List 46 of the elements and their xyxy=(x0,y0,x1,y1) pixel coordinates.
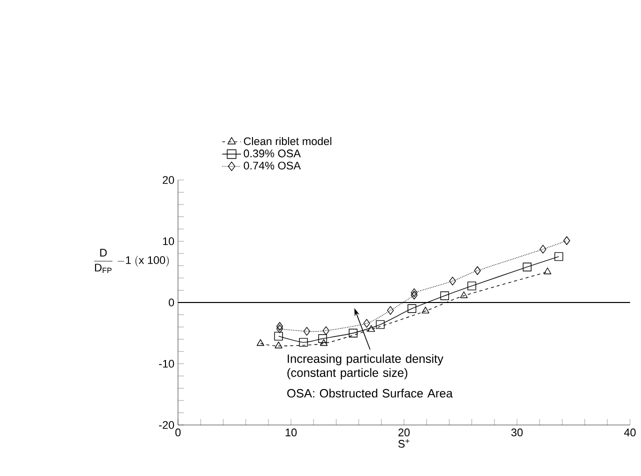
annotation: OSA: Obstructed Surface Area xyxy=(287,388,453,398)
point xyxy=(467,282,476,290)
point xyxy=(274,332,283,341)
point xyxy=(387,306,394,315)
x-tick-label: 20 xyxy=(398,428,410,436)
point xyxy=(449,276,456,286)
point xyxy=(322,326,330,336)
x-tick-label: 0 xyxy=(175,428,181,436)
point xyxy=(408,304,416,313)
point xyxy=(540,244,546,254)
y-tick-label: 20 xyxy=(162,176,174,184)
point xyxy=(474,266,481,275)
y-tick-label: 0 xyxy=(168,298,174,306)
point xyxy=(376,320,385,329)
point xyxy=(522,262,532,272)
point xyxy=(299,338,308,347)
x-tick-label: 40 xyxy=(624,428,636,436)
y-tick-label: -10 xyxy=(159,360,174,368)
x-tick-label: 30 xyxy=(511,428,523,436)
point xyxy=(320,339,328,346)
legend-label: 0.74% OSA xyxy=(244,162,301,170)
point xyxy=(460,291,468,298)
x-axis-title: S$^{+}$ xyxy=(398,439,410,448)
y-axis-title: $\frac{\mathrm{D}}{\mathrm{D}_{\mathrm{FP}}}\ \mathrm{-1\ (x\ 100)}$ xyxy=(94,248,169,274)
point xyxy=(367,325,376,332)
point xyxy=(563,236,570,245)
x-tick-label: 10 xyxy=(286,428,297,436)
y-tick-label: 10 xyxy=(163,237,174,246)
legend-label: 0.39% OSA xyxy=(244,150,301,158)
point xyxy=(276,324,284,334)
point xyxy=(554,252,564,261)
point xyxy=(440,291,450,300)
point xyxy=(256,339,264,346)
y-tick-label: -20 xyxy=(159,421,174,429)
point xyxy=(303,326,310,336)
point xyxy=(422,306,430,314)
legend-label: Clean riblet model xyxy=(244,137,332,146)
point xyxy=(276,322,284,331)
point xyxy=(363,318,370,328)
point xyxy=(544,268,552,274)
point xyxy=(410,288,418,298)
point xyxy=(274,342,282,348)
annotation: Increasing particulate density (constant particle size) xyxy=(287,354,444,380)
point xyxy=(318,334,327,343)
point xyxy=(410,290,418,300)
point xyxy=(348,328,358,338)
